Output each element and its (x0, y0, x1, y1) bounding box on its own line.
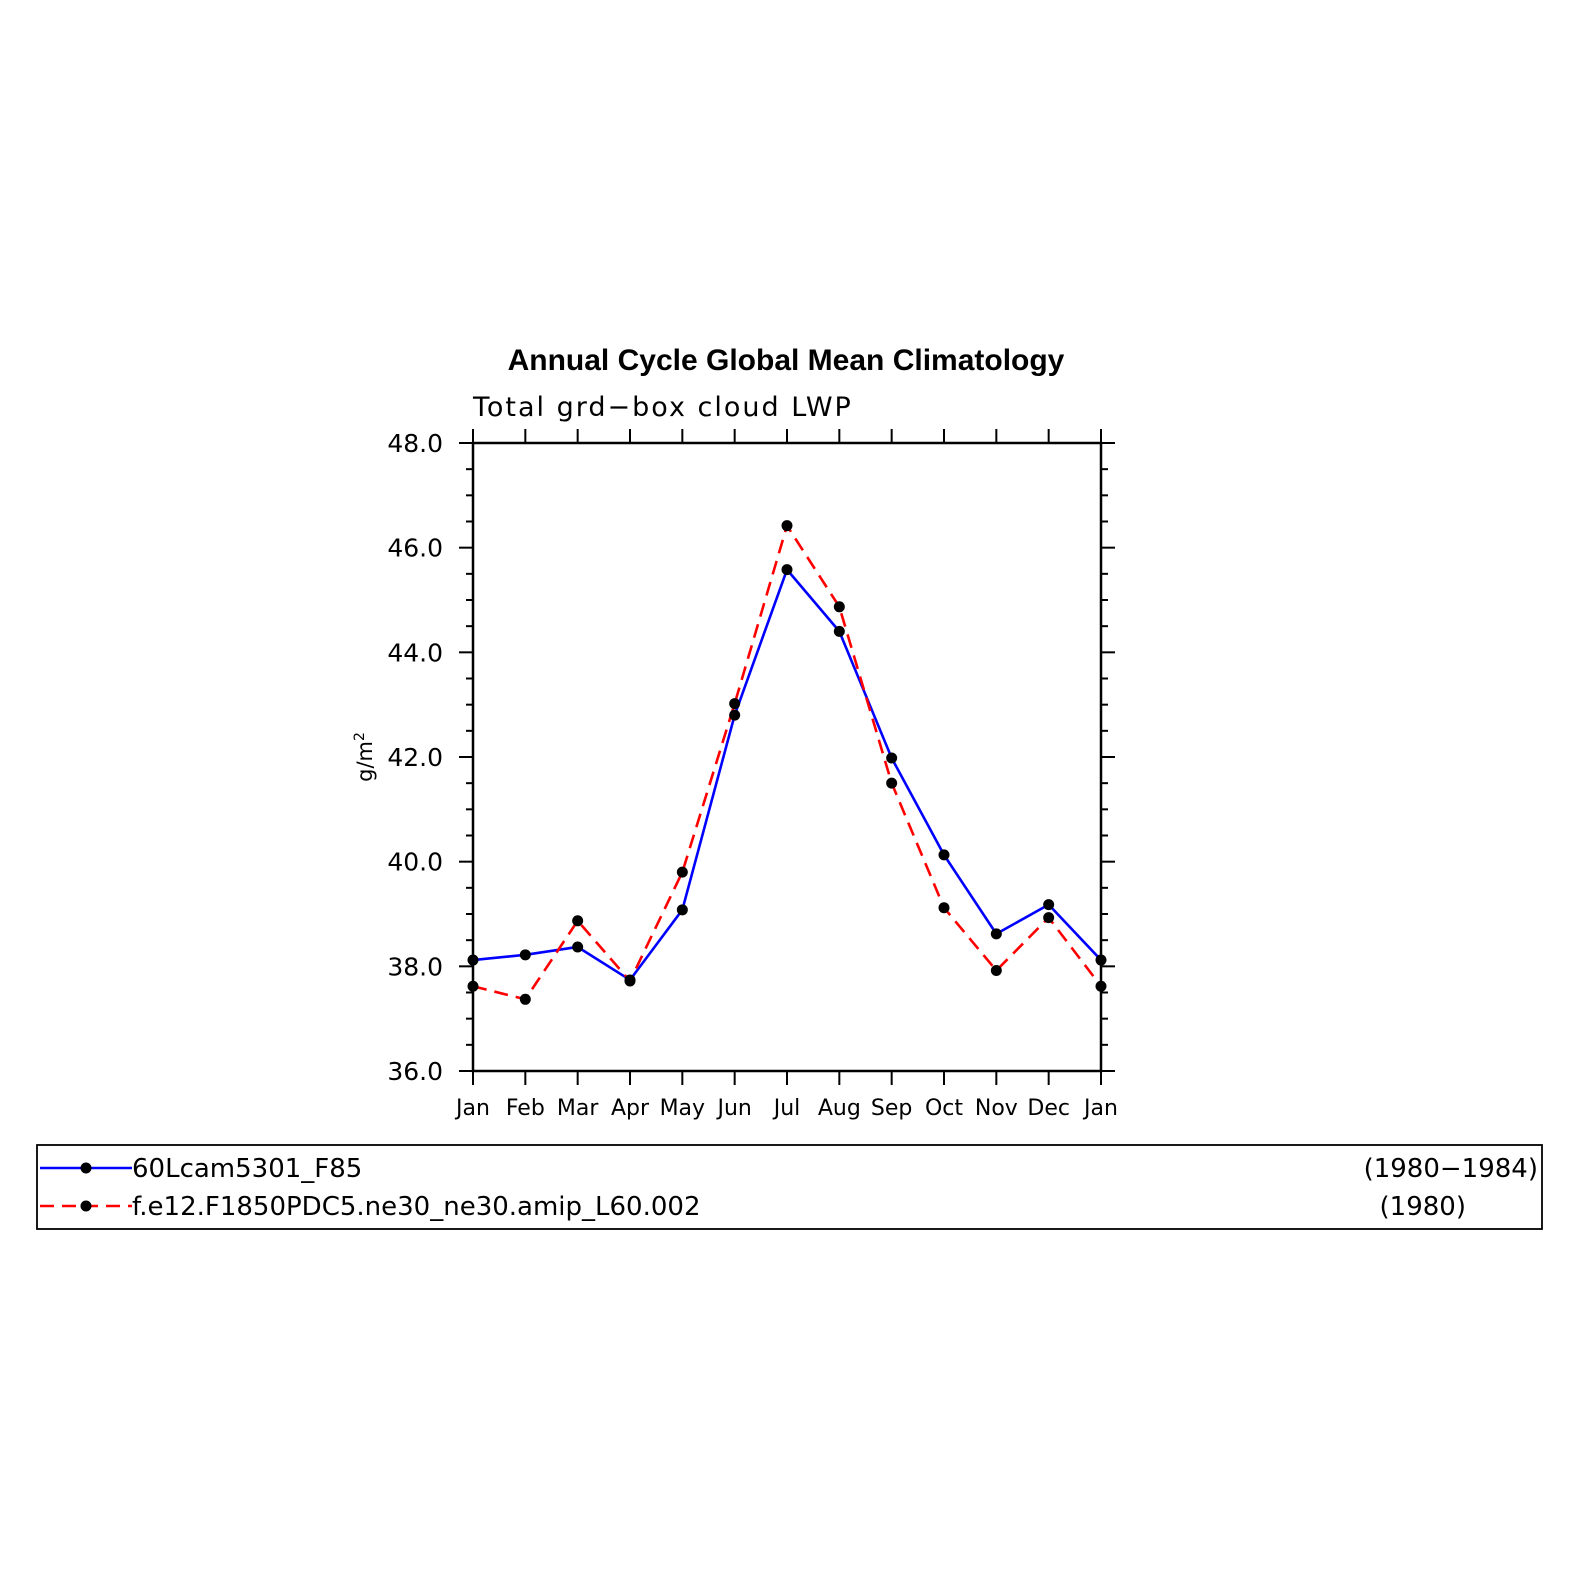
series-2-point (781, 520, 793, 532)
series-2-point (676, 866, 688, 878)
series-line-1 (472, 568, 1102, 982)
series-2-point (938, 902, 950, 914)
series-1-point (938, 849, 950, 861)
series-1-point (572, 941, 584, 953)
series-2-point (519, 993, 531, 1005)
y-tick-label: 48.0 (387, 429, 443, 458)
x-tick-label: Jan (454, 1096, 490, 1121)
series-2-point (990, 965, 1002, 977)
legend-label-2: f.e12.F1850PDC5.ne30_ne30.amip_L60.002 (132, 1192, 700, 1222)
x-tick-label: Jan (1082, 1096, 1118, 1121)
series-1-point (990, 928, 1002, 940)
x-tick-label: Oct (925, 1096, 963, 1121)
x-tick-label: Nov (975, 1096, 1018, 1121)
series-1-point (1043, 899, 1055, 911)
series-1-point (676, 904, 688, 916)
y-tick-label: 44.0 (387, 638, 443, 667)
x-tick-label: Aug (818, 1096, 861, 1121)
legend-marker-1 (80, 1162, 92, 1174)
legend-box (36, 1144, 1543, 1230)
series-1-point (781, 564, 793, 576)
series-2-point (624, 975, 636, 987)
y-axis-label-superscript: 2 (352, 732, 368, 741)
series-2-point (729, 698, 741, 710)
y-tick-label: 42.0 (387, 743, 443, 772)
series-1-point (519, 949, 531, 961)
x-tick-label: Jun (715, 1096, 751, 1121)
x-tick-label: Dec (1027, 1096, 1070, 1121)
series-2-point (572, 915, 584, 927)
series-layer (467, 520, 1107, 1005)
y-axis-label-unit: g/m (353, 741, 377, 782)
x-tick-label: Mar (557, 1096, 599, 1121)
legend-marker-2 (80, 1200, 92, 1212)
y-tick-label: 38.0 (387, 952, 443, 981)
legend-entry-1: 60Lcam5301_F85 (1980−1984) (40, 1154, 1538, 1184)
series-2-point (833, 601, 845, 613)
y-tick-label: 36.0 (387, 1057, 443, 1086)
series-2-point (1043, 912, 1055, 924)
y-tick-label: 40.0 (387, 848, 443, 877)
x-tick-label: Sep (871, 1096, 912, 1121)
chart-subtitle: Total grd−box cloud LWP (472, 392, 853, 423)
series-1-point (833, 625, 845, 637)
series-2-point (886, 777, 898, 789)
x-tick-label: Jul (772, 1096, 801, 1121)
plot-frame (471, 441, 1103, 1073)
x-tick-label: Apr (611, 1096, 650, 1121)
y-tick-label: 46.0 (387, 534, 443, 563)
series-1-point (886, 752, 898, 764)
y-tick-labels: 36.0 38.0 40.0 42.0 44.0 46.0 48.0 (387, 429, 443, 1086)
x-tick-label: May (660, 1096, 705, 1121)
legend-entry-2: f.e12.F1850PDC5.ne30_ne30.amip_L60.002 (… (40, 1192, 1466, 1222)
y-axis-label: g/m2 (352, 732, 377, 782)
legend-label-1: 60Lcam5301_F85 (132, 1154, 362, 1184)
legend-period-1: (1980−1984) (1364, 1154, 1538, 1184)
chart-title: Annual Cycle Global Mean Climatology (508, 344, 1065, 377)
series-1-point (729, 709, 741, 721)
legend: 60Lcam5301_F85 (1980−1984) f.e12.F1850PD… (36, 1144, 1543, 1230)
legend-period-2: (1980) (1380, 1192, 1466, 1222)
x-tick-labels: Jan Feb Mar Apr May Jun Jul Aug Sep Oct Nov Dec Jan (454, 1096, 1118, 1121)
x-tick-label: Feb (506, 1096, 545, 1121)
